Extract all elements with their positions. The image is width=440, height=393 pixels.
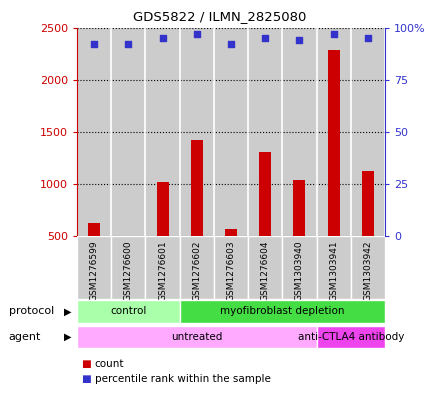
Bar: [316, 325, 385, 349]
Bar: [214, 236, 248, 299]
Text: GSM1276604: GSM1276604: [261, 241, 270, 301]
Text: ▶: ▶: [64, 332, 72, 342]
Bar: [77, 300, 180, 323]
Text: protocol: protocol: [9, 307, 54, 316]
Text: ▶: ▶: [64, 307, 72, 316]
Bar: [316, 236, 351, 299]
Text: control: control: [110, 307, 147, 316]
Bar: [122, 236, 134, 239]
Bar: [328, 50, 340, 236]
Bar: [77, 236, 111, 299]
Point: [193, 31, 200, 37]
Text: GSM1276601: GSM1276601: [158, 241, 167, 301]
Text: GDS5822 / ILMN_2825080: GDS5822 / ILMN_2825080: [133, 10, 307, 23]
Text: myofibroblast depletion: myofibroblast depletion: [220, 307, 345, 316]
Bar: [293, 180, 305, 236]
Bar: [180, 300, 385, 323]
Text: GSM1276600: GSM1276600: [124, 241, 133, 301]
Bar: [191, 140, 203, 236]
Text: GSM1303940: GSM1303940: [295, 241, 304, 301]
Point: [262, 35, 269, 41]
Text: untreated: untreated: [171, 332, 223, 342]
Bar: [248, 236, 282, 299]
Bar: [225, 228, 237, 236]
Text: GSM1303941: GSM1303941: [329, 241, 338, 301]
Bar: [351, 236, 385, 299]
Bar: [282, 236, 316, 299]
Point: [159, 35, 166, 41]
Text: GSM1303942: GSM1303942: [363, 241, 372, 301]
Text: GSM1276599: GSM1276599: [90, 241, 99, 301]
Point: [330, 31, 337, 37]
Point: [296, 37, 303, 43]
Text: anti-CTLA4 antibody: anti-CTLA4 antibody: [297, 332, 404, 342]
Point: [125, 41, 132, 47]
Bar: [77, 325, 316, 349]
Text: GSM1276602: GSM1276602: [192, 241, 201, 301]
Bar: [362, 171, 374, 236]
Text: ■: ■: [81, 358, 91, 369]
Bar: [157, 182, 169, 236]
Point: [364, 35, 371, 41]
Text: count: count: [95, 358, 124, 369]
Text: ■: ■: [81, 374, 91, 384]
Point: [91, 41, 98, 47]
Bar: [259, 152, 271, 236]
Text: GSM1276603: GSM1276603: [227, 241, 235, 301]
Bar: [146, 236, 180, 299]
Bar: [111, 236, 146, 299]
Bar: [180, 236, 214, 299]
Bar: [88, 223, 100, 236]
Text: percentile rank within the sample: percentile rank within the sample: [95, 374, 271, 384]
Text: agent: agent: [9, 332, 41, 342]
Point: [227, 41, 235, 47]
